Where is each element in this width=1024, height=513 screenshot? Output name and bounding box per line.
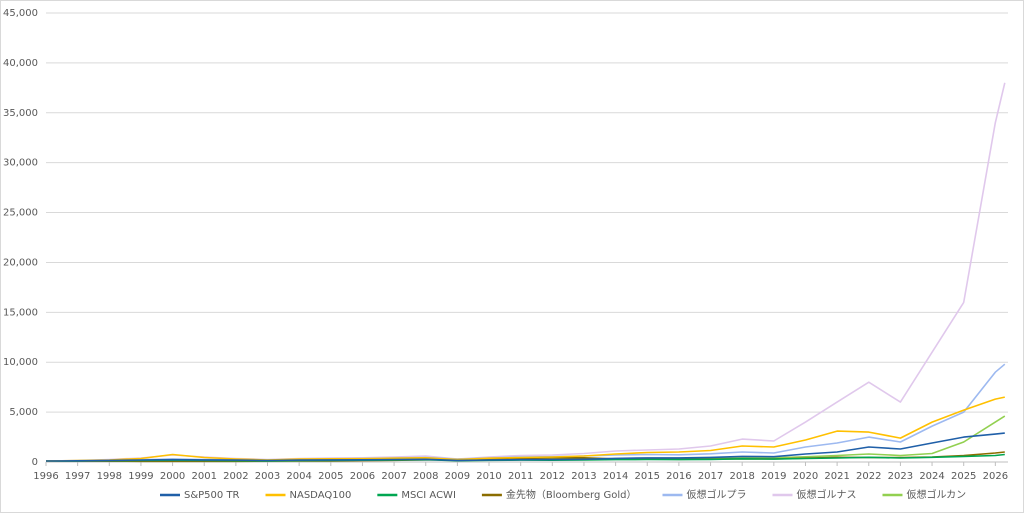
legend-label: 仮想ゴルカン [906,488,966,501]
x-tick-label: 2020 [793,471,818,482]
x-tick-label: 2019 [761,471,786,482]
x-tick-label: 2024 [919,471,944,482]
x-tick-label: 2002 [223,471,248,482]
legend-label: S&P500 TR [184,490,240,501]
y-tick-label: 30,000 [3,158,38,169]
y-tick-label: 45,000 [3,8,38,19]
x-tick-label: 2013 [571,471,596,482]
x-tick-label: 2005 [318,471,343,482]
x-tick-label: 2026 [983,471,1008,482]
legend-label: NASDAQ100 [290,490,352,501]
legend-label: 仮想ゴルナス [796,488,856,501]
x-tick-label: 2007 [381,471,406,482]
series-line [45,396,1005,462]
y-tick-label: 0 [32,457,38,468]
x-tick-label: 1997 [65,471,90,482]
x-tick-label: 1996 [33,471,58,482]
y-tick-label: 35,000 [3,108,38,119]
x-tick-label: 2000 [160,471,185,482]
x-tick-label: 2001 [191,471,216,482]
x-tick-label: 2025 [951,471,976,482]
x-tick-label: 2016 [666,471,691,482]
y-tick-label: 20,000 [3,257,38,268]
y-tick-label: 25,000 [3,208,38,219]
x-tick-label: 2017 [698,471,723,482]
x-tick-label: 2018 [729,471,754,482]
x-tick-label: 2006 [350,471,375,482]
x-tick-label: 2009 [445,471,470,482]
x-tick-label: 2008 [413,471,438,482]
series-line [45,432,1005,462]
x-tick-label: 2003 [255,471,280,482]
x-tick-label: 2014 [603,471,628,482]
y-tick-label: 5,000 [9,407,38,418]
x-tick-label: 2021 [824,471,849,482]
y-tick-label: 10,000 [3,357,38,368]
x-tick-label: 1999 [128,471,153,482]
y-tick-label: 40,000 [3,58,38,69]
x-tick-label: 2010 [476,471,501,482]
x-tick-label: 2022 [856,471,881,482]
x-tick-label: 2004 [286,471,311,482]
x-tick-label: 2011 [508,471,533,482]
x-tick-label: 2023 [888,471,913,482]
x-tick-label: 2012 [540,471,565,482]
x-tick-label: 1998 [97,471,122,482]
x-tick-label: 2015 [635,471,660,482]
y-tick-label: 15,000 [3,307,38,318]
legend-label: 仮想ゴルプラ [686,488,746,501]
legend-label: MSCI ACWI [401,490,456,501]
legend-label: 金先物（Bloomberg Gold） [506,488,637,501]
